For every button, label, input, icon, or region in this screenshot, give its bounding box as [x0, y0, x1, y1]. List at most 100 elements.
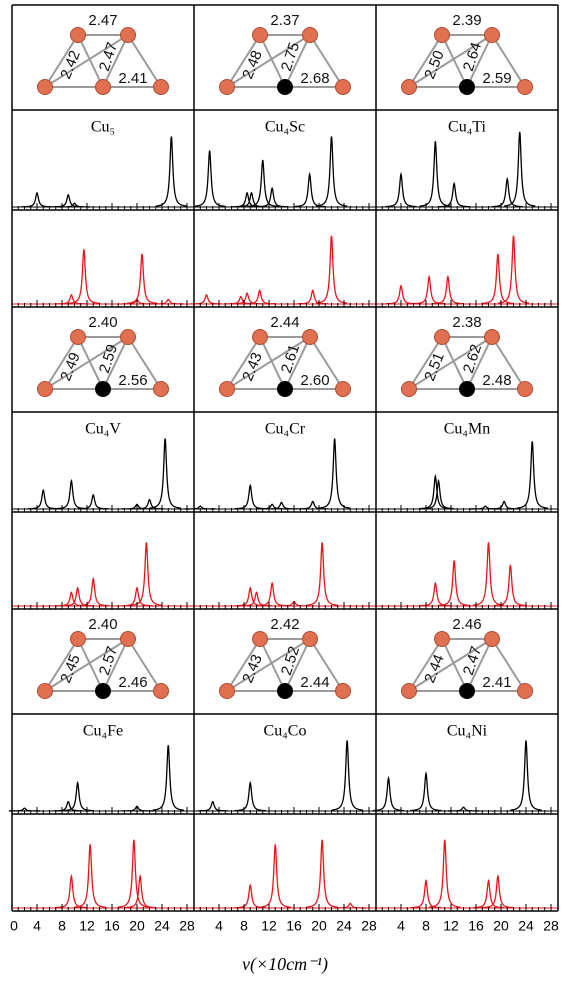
bond-line [226, 638, 311, 692]
x-tick-label: 20 [311, 918, 327, 934]
bond-line [408, 638, 443, 692]
bond-line [309, 336, 344, 390]
peak [438, 560, 470, 607]
bond-label: 2.59 [96, 342, 121, 375]
peak [318, 438, 351, 509]
peak [306, 542, 338, 606]
x-tick-label: 8 [422, 918, 430, 934]
bond-line [102, 34, 129, 88]
peak [68, 249, 100, 304]
x-tick-label: 8 [58, 918, 66, 934]
peak [482, 253, 514, 305]
cu-atom [434, 631, 450, 647]
panel-title: Cu₅ [91, 119, 115, 136]
bond-line [408, 336, 493, 390]
peak [190, 294, 223, 305]
peak [243, 289, 276, 305]
peak [124, 874, 156, 909]
peak [8, 807, 41, 812]
peak [256, 186, 288, 208]
peak [278, 600, 310, 607]
peak [55, 874, 88, 909]
peak [21, 191, 53, 208]
cu-atom [517, 381, 533, 397]
bond-line [127, 34, 162, 88]
peak [234, 483, 266, 510]
cu-atom [434, 329, 450, 345]
peak [331, 740, 363, 811]
x-tick-label: 8 [240, 918, 248, 934]
dopant-atom [277, 683, 293, 699]
peak [121, 586, 153, 607]
cu-atom [153, 381, 169, 397]
x-tick-label: 0 [10, 918, 18, 934]
peak [297, 500, 329, 510]
panel-title: Cu₄V [85, 421, 121, 438]
cu-atom [335, 79, 351, 95]
cu-atom [37, 683, 53, 699]
cu-atom [252, 631, 268, 647]
peak [152, 298, 184, 305]
peak [385, 171, 417, 208]
bond-line [226, 34, 261, 88]
bond-line [259, 638, 286, 692]
bond-line [466, 336, 493, 390]
cu-atom [70, 27, 86, 43]
bond-label: 2.52 [278, 644, 303, 677]
bond-line [226, 336, 261, 390]
bond-label: 2.59 [482, 70, 511, 87]
bond-line [44, 34, 79, 88]
peak [315, 235, 348, 304]
bond-line [226, 638, 261, 692]
peak [497, 235, 530, 304]
bond-line [491, 638, 526, 692]
bond-label: 2.47 [88, 12, 117, 29]
cu-atom [484, 27, 500, 43]
bond-line [309, 34, 344, 88]
bond-line [466, 638, 493, 692]
bond-line [408, 34, 493, 88]
bond-line [127, 638, 162, 692]
peak [419, 581, 452, 607]
peak [491, 176, 523, 208]
cu-atom [37, 79, 53, 95]
bond-label: 2.41 [118, 70, 147, 87]
bond-label: 2.37 [270, 12, 299, 29]
peak [488, 500, 520, 510]
peak [413, 274, 445, 305]
peak [193, 150, 226, 207]
peak [422, 478, 455, 510]
bond-label: 2.44 [270, 314, 299, 331]
peak [510, 740, 542, 811]
peak [410, 770, 442, 812]
bond-label: 2.42 [270, 616, 299, 633]
bond-line [226, 336, 311, 390]
peak [184, 505, 216, 510]
bond-label: 2.62 [460, 342, 485, 375]
peak [385, 284, 417, 305]
bond-line [44, 34, 129, 88]
bond-label: 2.61 [278, 342, 303, 375]
x-tick-label: 16 [286, 918, 302, 934]
dopant-atom [95, 683, 111, 699]
peak [74, 844, 106, 908]
bond-line [408, 638, 493, 692]
cu-atom [95, 79, 111, 95]
cu-atom [219, 79, 235, 95]
cu-atom [401, 683, 417, 699]
x-tick-label: 24 [518, 918, 534, 934]
peak [77, 493, 109, 510]
bond-line [259, 336, 286, 390]
peak [447, 806, 480, 812]
bond-line [77, 336, 104, 390]
panel-title: Cu₄Ni [447, 723, 488, 740]
x-tick-label: 28 [543, 918, 559, 934]
peak [315, 136, 348, 207]
bond-label: 2.48 [482, 372, 511, 389]
peak [297, 289, 329, 305]
bond-line [259, 34, 286, 88]
peak [334, 902, 366, 909]
peak [234, 586, 266, 607]
peak [256, 581, 288, 607]
bond-label: 2.68 [300, 70, 329, 87]
